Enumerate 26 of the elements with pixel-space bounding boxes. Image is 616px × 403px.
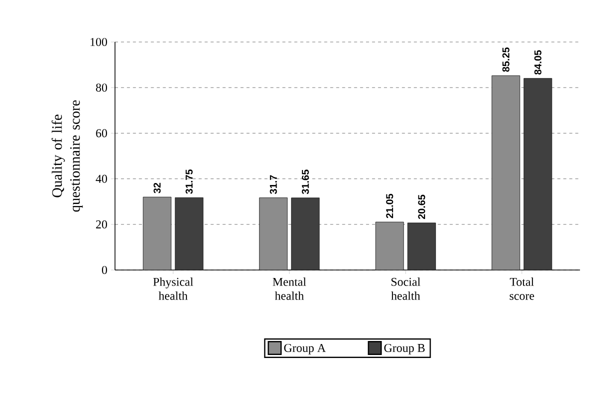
x-tick-label: Total score	[510, 278, 534, 300]
y-axis-title: Quality of life questionnaire score	[52, 100, 83, 212]
bar	[375, 222, 404, 270]
legend-label: Group B	[384, 344, 425, 354]
data-label: 85.25	[502, 47, 510, 72]
y-tick-label: 40	[96, 174, 108, 183]
bar	[259, 198, 288, 270]
data-label: 31.7	[270, 175, 277, 194]
y-tick-label: 100	[90, 38, 108, 46]
x-tick-label: Mental health	[272, 278, 306, 300]
y-tick-label: 20	[96, 220, 108, 228]
y-tick-label: 80	[96, 84, 108, 92]
x-tick-label: Physical health	[153, 278, 194, 300]
data-label: 31.65	[302, 170, 309, 194]
data-label: 84.05	[534, 50, 542, 75]
data-label: 31.75	[186, 169, 193, 194]
x-tick-label: Social health	[391, 278, 420, 300]
data-label: 20.65	[418, 194, 426, 220]
bar	[407, 222, 436, 270]
data-label: 21.05	[386, 194, 394, 218]
legend-label: Group A	[284, 344, 326, 354]
y-tick-label: 60	[96, 129, 108, 138]
data-label: 32	[154, 182, 161, 194]
bar	[492, 75, 520, 270]
y-tick-label: 0	[102, 266, 108, 274]
bar	[142, 196, 172, 270]
